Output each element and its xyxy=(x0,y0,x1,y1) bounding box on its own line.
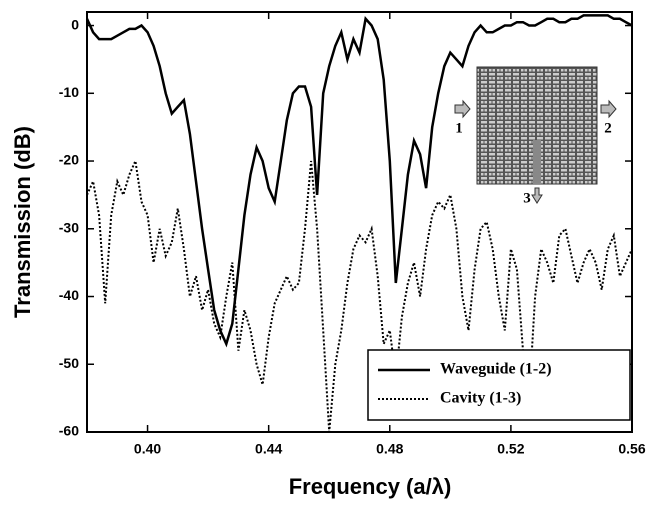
x-tick-label: 0.40 xyxy=(134,441,161,457)
annotation: 2 xyxy=(604,120,612,136)
annotation: 1 xyxy=(455,120,463,136)
inset-arrow xyxy=(454,99,471,119)
y-tick-label: -50 xyxy=(59,355,79,371)
x-tick-label: 0.44 xyxy=(255,441,282,457)
y-tick-label: -30 xyxy=(59,219,79,235)
y-tick-label: -10 xyxy=(59,84,79,100)
y-tick-label: 0 xyxy=(71,16,79,32)
legend-label: Waveguide (1-2) xyxy=(440,361,552,378)
y-tick-label: -60 xyxy=(59,423,79,439)
inset-arrow xyxy=(531,187,543,204)
legend-label: Cavity (1-3) xyxy=(440,390,521,407)
inset-arrow xyxy=(600,99,617,119)
inset-cavity xyxy=(533,140,541,184)
y-tick-label: -20 xyxy=(59,152,79,168)
y-tick-label: -40 xyxy=(59,287,79,303)
plot-area xyxy=(85,14,633,433)
series-line xyxy=(85,14,633,348)
legend-box xyxy=(367,349,631,421)
x-axis-label: Frequency (a/λ) xyxy=(289,474,452,499)
series-line xyxy=(86,157,633,433)
annotation: 3 xyxy=(523,190,531,206)
y-axis-label: Transmission (dB) xyxy=(10,126,35,318)
plot-frame xyxy=(86,11,633,433)
x-tick-label: 0.52 xyxy=(497,441,524,457)
x-tick-label: 0.48 xyxy=(376,441,403,457)
x-tick-label: 0.56 xyxy=(618,441,645,457)
inset: 1 2 3 xyxy=(454,66,617,206)
